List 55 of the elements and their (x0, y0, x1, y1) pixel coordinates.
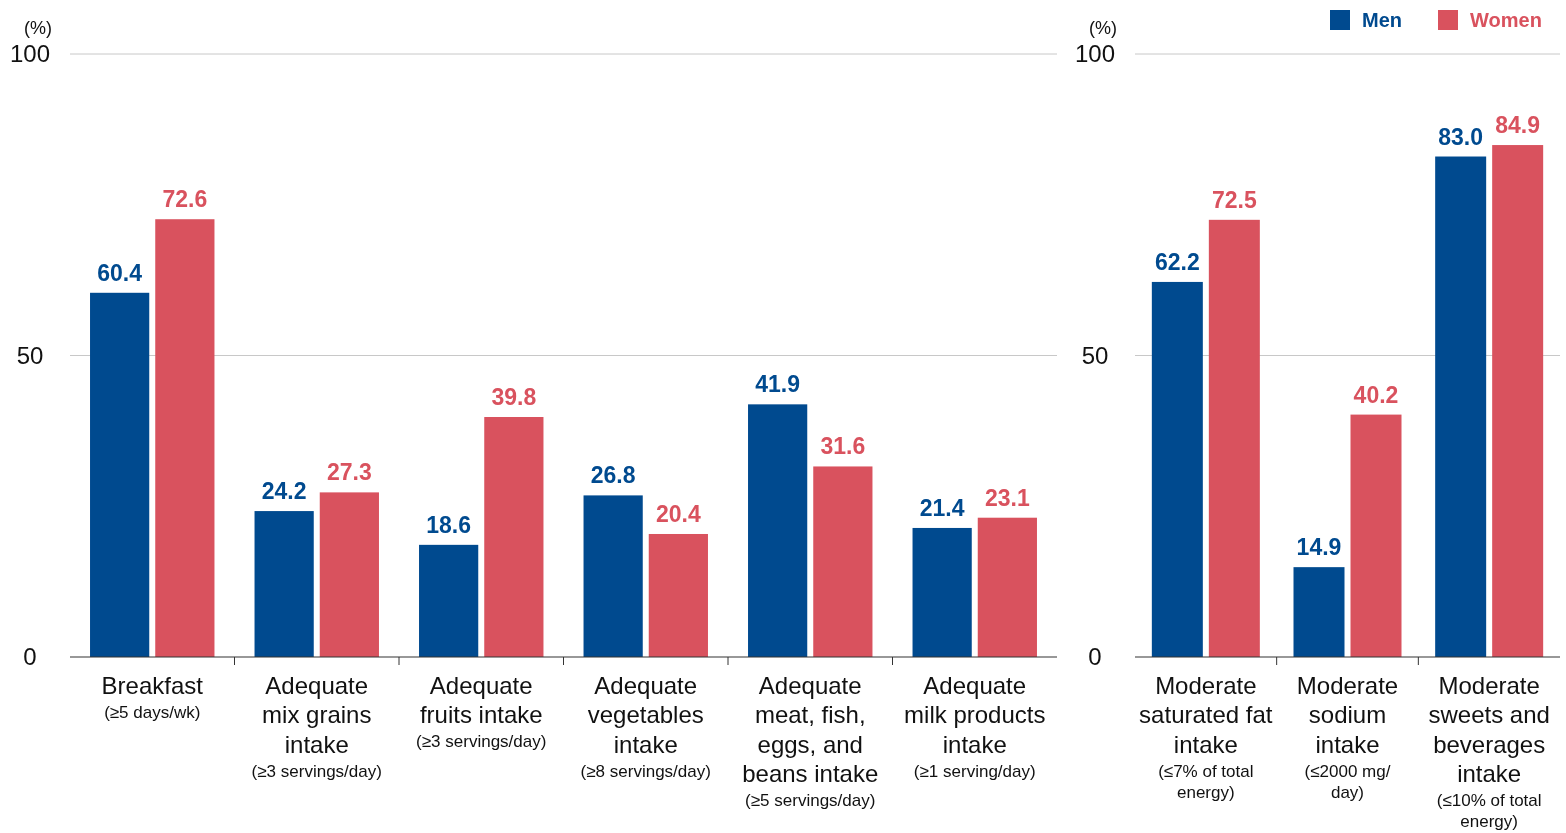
data-label: 40.2 (1353, 381, 1399, 408)
bar (1151, 281, 1203, 657)
data-label: 31.6 (820, 433, 866, 460)
bar (419, 544, 479, 657)
data-label: 72.6 (162, 186, 208, 213)
bar (648, 533, 708, 657)
data-label: 27.3 (326, 459, 372, 486)
data-label: 83.0 (1438, 123, 1484, 150)
bar (90, 292, 150, 657)
data-label: 18.6 (426, 511, 472, 538)
data-label: 62.2 (1154, 248, 1200, 275)
x-tick-label: Moderate sweets and beverages intake (≤10% of total energy) (1428, 672, 1550, 831)
bar (254, 511, 314, 657)
data-label: 41.9 (755, 371, 801, 398)
data-label: 26.8 (590, 462, 636, 489)
y-tick-label: 0 (1088, 643, 1102, 671)
x-tick-label: Adequate meat, fish, eggs, and beans intake (≥5 servings/day) (742, 672, 879, 810)
bar (1435, 156, 1487, 657)
bar (748, 404, 808, 657)
bar (813, 466, 873, 657)
bar (155, 219, 215, 657)
data-label: 21.4 (919, 494, 965, 521)
bar (319, 492, 379, 657)
legend-label: Women (1470, 9, 1542, 31)
data-label: 24.2 (261, 478, 307, 505)
bar (1350, 414, 1402, 657)
legend-label: Men (1362, 9, 1402, 31)
data-label: 23.1 (984, 484, 1030, 511)
bar (1208, 219, 1260, 657)
y-tick-label: 50 (16, 341, 44, 369)
data-label: 20.4 (655, 500, 701, 527)
data-label: 39.8 (491, 384, 537, 411)
x-tick-label: Adequate mix grains intake (≥3 servings/day) (251, 672, 382, 781)
bar (583, 495, 643, 657)
bar (484, 417, 544, 657)
y-axis-title: (%) (1089, 18, 1117, 38)
y-axis-title: (%) (24, 18, 52, 38)
y-tick-label: 0 (23, 643, 37, 671)
y-tick-label: 50 (1081, 341, 1109, 369)
x-tick-label: Moderate saturated fat intake (≤7% of total energy) (1139, 672, 1273, 802)
bar (977, 517, 1037, 657)
data-label: 14.9 (1296, 534, 1342, 561)
bar (1492, 145, 1544, 657)
bar (1293, 567, 1345, 657)
x-tick-label: Moderate sodium intake (≤2000 mg/ day) (1296, 672, 1399, 802)
data-label: 60.4 (97, 259, 143, 286)
bar (912, 527, 972, 657)
y-tick-label: 100 (1074, 40, 1116, 68)
x-tick-label: Adequate fruits intake (≥3 servings/day) (416, 672, 547, 752)
data-label: 72.5 (1211, 186, 1257, 213)
data-label: 84.9 (1495, 112, 1541, 139)
x-tick-label: Breakfast (≥5 days/wk) (101, 672, 204, 722)
x-tick-label: Adequate vegetables intake (≥8 servings/day) (580, 672, 711, 781)
y-tick-label: 100 (9, 40, 51, 68)
x-tick-label: Adequate milk products intake (≥1 serving/day) (904, 672, 1046, 781)
